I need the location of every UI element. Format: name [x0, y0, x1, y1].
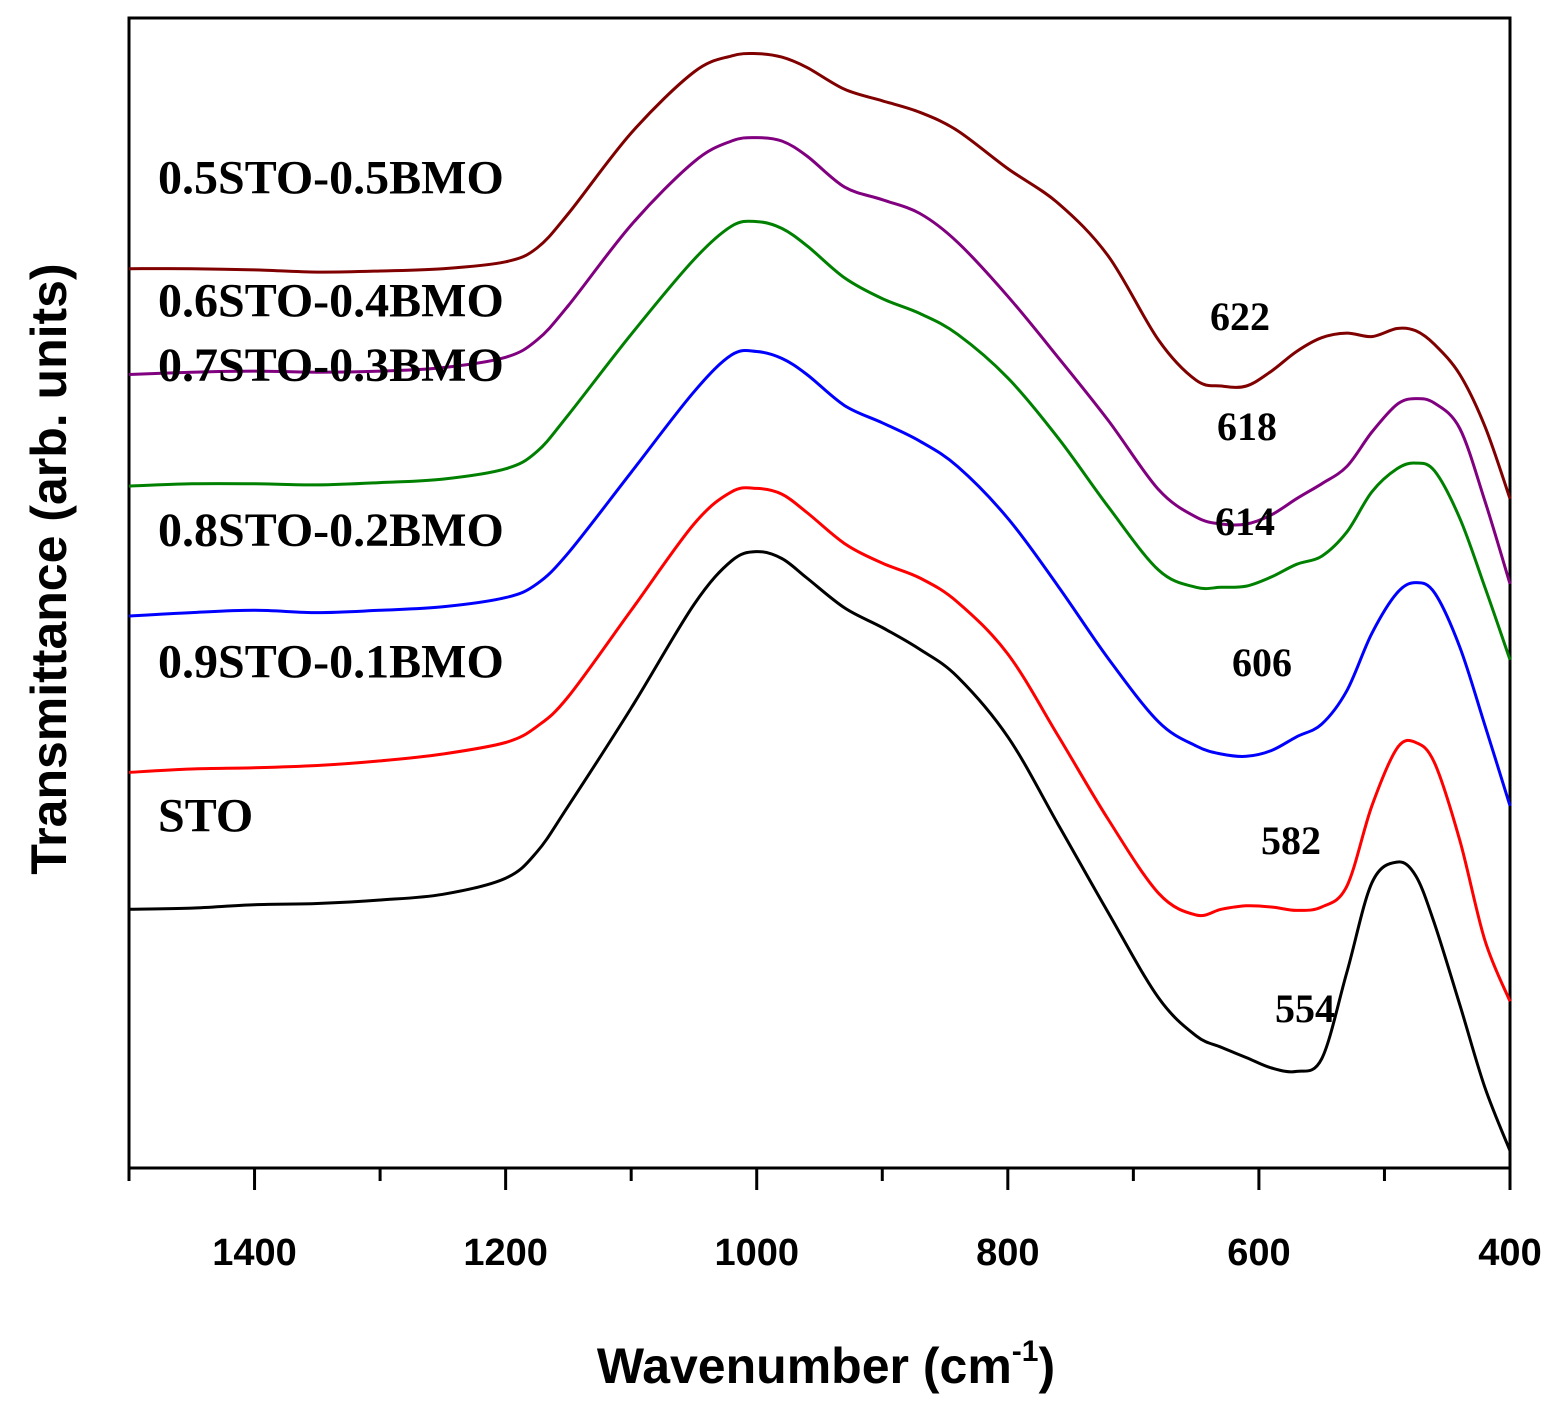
series-lines	[128, 51, 1512, 1152]
peak-label-0-8sto-0-2bmo: 606	[1232, 640, 1292, 685]
x-axis-title-superscript: -1	[1012, 1335, 1039, 1368]
plot-frame	[127, 16, 1512, 1170]
series-line-0-7sto-0-3bmo	[128, 219, 1512, 661]
series-label-0-7sto-0-3bmo: 0.7STO-0.3BMO	[158, 339, 504, 392]
series-label-0-8sto-0-2bmo: 0.8STO-0.2BMO	[158, 504, 504, 557]
peak-labels: 554 582 606 614 618 622	[1210, 294, 1335, 1031]
series-line-0-5sto-0-5bmo	[128, 51, 1512, 500]
peak-label-0-5sto-0-5bmo: 622	[1210, 294, 1270, 339]
x-tick-label-1400: 1400	[212, 1232, 297, 1274]
y-axis-title: Transmittance (arb. units)	[21, 263, 77, 874]
x-axis-title-main: Wavenumber (cm	[597, 1338, 1012, 1394]
series-line-0-9sto-0-1bmo	[128, 486, 1512, 1002]
x-axis-title: Wavenumber (cm-1)	[597, 1335, 1055, 1394]
series-label-0-6sto-0-4bmo: 0.6STO-0.4BMO	[158, 275, 504, 328]
peak-label-0-7sto-0-3bmo: 614	[1215, 499, 1275, 544]
series-line-sto	[128, 550, 1512, 1152]
series-label-0-9sto-0-1bmo: 0.9STO-0.1BMO	[158, 635, 504, 688]
x-axis-title-close: )	[1038, 1338, 1055, 1394]
peak-label-0-9sto-0-1bmo: 582	[1261, 818, 1321, 863]
series-label-0-5sto-0-5bmo: 0.5STO-0.5BMO	[158, 152, 504, 205]
x-tick-label-400: 400	[1478, 1232, 1541, 1274]
x-tick-label-1200: 1200	[463, 1232, 548, 1274]
x-tick-label-600: 600	[1227, 1232, 1290, 1274]
series-line-0-8sto-0-2bmo	[128, 348, 1512, 807]
x-axis-tick-labels: 1400 1200 1000 800 600 400	[212, 1232, 1541, 1274]
x-axis-ticks	[127, 1168, 1512, 1190]
series-labels: STO 0.9STO-0.1BMO 0.8STO-0.2BMO 0.7STO-0.3B…	[158, 152, 504, 843]
x-tick-label-800: 800	[976, 1232, 1039, 1274]
series-label-sto: STO	[158, 789, 253, 842]
peak-label-sto: 554	[1275, 986, 1335, 1031]
peak-label-0-6sto-0-4bmo: 618	[1217, 404, 1277, 449]
x-tick-label-1000: 1000	[714, 1232, 799, 1274]
series-line-0-6sto-0-4bmo	[128, 136, 1512, 585]
